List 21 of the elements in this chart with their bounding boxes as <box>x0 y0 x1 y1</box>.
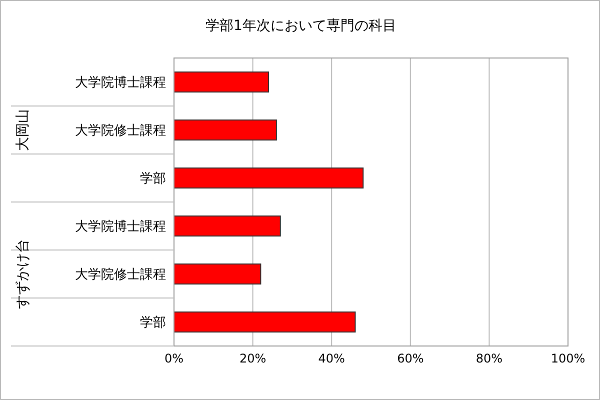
y-tick-label: 大学院博士課程 <box>75 76 166 91</box>
y-tick-label: 大学院修士課程 <box>75 268 166 283</box>
text: すずかけ台 <box>15 239 31 309</box>
bar <box>174 72 270 92</box>
y-tick-label: 大学院博士課程 <box>75 220 166 235</box>
x-tick-label: 0% <box>164 352 184 366</box>
y-tick-label: 学部 <box>140 172 166 187</box>
bar <box>174 168 364 188</box>
bar <box>174 120 277 140</box>
x-tick-label: 100% <box>550 352 586 366</box>
x-tick-label: 40% <box>318 352 345 366</box>
chart-title: 学部1年次において専門の科目 <box>204 17 398 35</box>
y-tick-label: 大学院修士課程 <box>75 124 166 139</box>
x-tick-label: 80% <box>476 352 503 366</box>
x-tick-label: 60% <box>397 352 424 366</box>
bar <box>174 216 281 236</box>
y-tick-label: 学部 <box>140 316 166 331</box>
text: 大岡山 <box>15 109 31 151</box>
x-tick-label: 20% <box>239 352 266 366</box>
bar <box>174 264 262 284</box>
bar <box>174 312 356 332</box>
